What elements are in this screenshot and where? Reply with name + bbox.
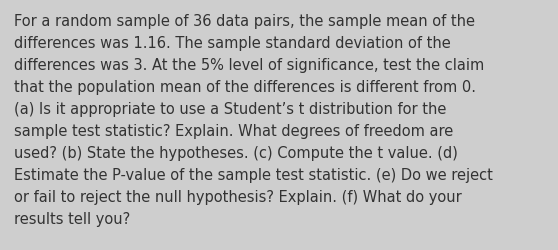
Text: differences was 3. At the 5% level of significance, test the claim: differences was 3. At the 5% level of si… xyxy=(14,58,484,73)
Text: differences was 1.16. The sample standard deviation of the: differences was 1.16. The sample standar… xyxy=(14,36,451,51)
Text: used? (b) State the hypotheses. (c) Compute the t value. (d): used? (b) State the hypotheses. (c) Comp… xyxy=(14,146,458,160)
Text: (a) Is it appropriate to use a Student’s t distribution for the: (a) Is it appropriate to use a Student’s… xyxy=(14,102,446,116)
Text: sample test statistic? Explain. What degrees of freedom are: sample test statistic? Explain. What deg… xyxy=(14,124,453,138)
Text: results tell you?: results tell you? xyxy=(14,211,130,226)
Text: For a random sample of 36 data pairs, the sample mean of the: For a random sample of 36 data pairs, th… xyxy=(14,14,475,29)
Text: that the population mean of the differences is different from 0.: that the population mean of the differen… xyxy=(14,80,476,94)
Text: Estimate the P-value of the sample test statistic. (e) Do we reject: Estimate the P-value of the sample test … xyxy=(14,167,493,182)
Text: or fail to reject the null hypothesis? Explain. (f) What do your: or fail to reject the null hypothesis? E… xyxy=(14,189,462,204)
